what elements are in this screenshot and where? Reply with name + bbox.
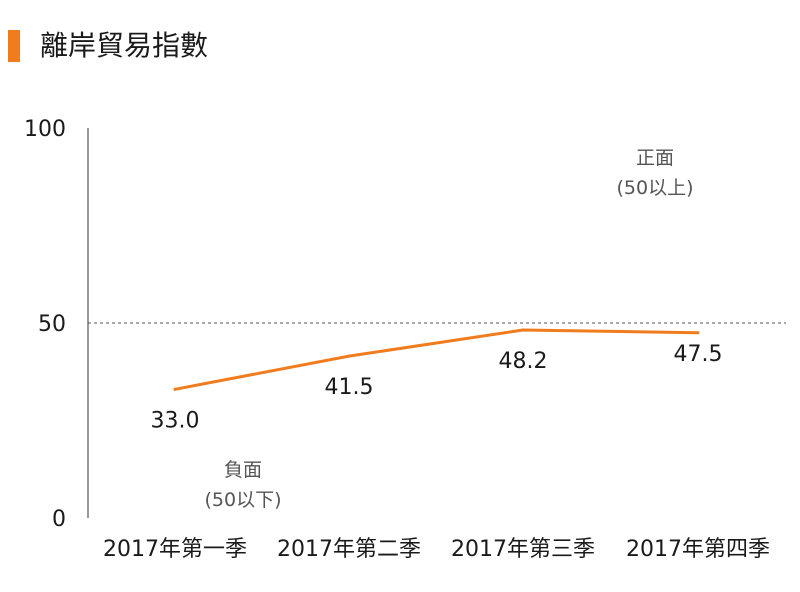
series-line	[173, 328, 700, 391]
annotation-negative-range: (50以下)	[204, 489, 281, 511]
y-tick-label-50: 50	[38, 312, 66, 337]
data-label-1: 33.0	[151, 408, 200, 433]
x-tick-label-2: 2017年第二季	[277, 537, 421, 562]
x-tick-label-4: 2017年第四季	[626, 537, 770, 562]
annotation-positive-label: 正面	[636, 147, 674, 169]
data-label-3: 48.2	[499, 349, 548, 374]
annotation-positive-range: (50以上)	[616, 177, 693, 199]
data-label-4: 47.5	[674, 342, 723, 367]
data-point-2	[347, 354, 351, 358]
data-point-4	[696, 331, 700, 335]
data-point-3	[521, 328, 525, 332]
y-tick-label-0: 0	[52, 507, 66, 532]
x-tick-label-1: 2017年第一季	[103, 537, 247, 562]
chart-title: 離岸貿易指數	[40, 29, 209, 62]
annotation-negative-label: 負面	[224, 459, 262, 481]
data-point-1	[173, 387, 177, 391]
data-label-2: 41.5	[325, 375, 374, 400]
y-tick-label-100: 100	[24, 117, 66, 142]
title-accent-bar	[8, 30, 20, 62]
x-tick-label-3: 2017年第三季	[451, 537, 595, 562]
